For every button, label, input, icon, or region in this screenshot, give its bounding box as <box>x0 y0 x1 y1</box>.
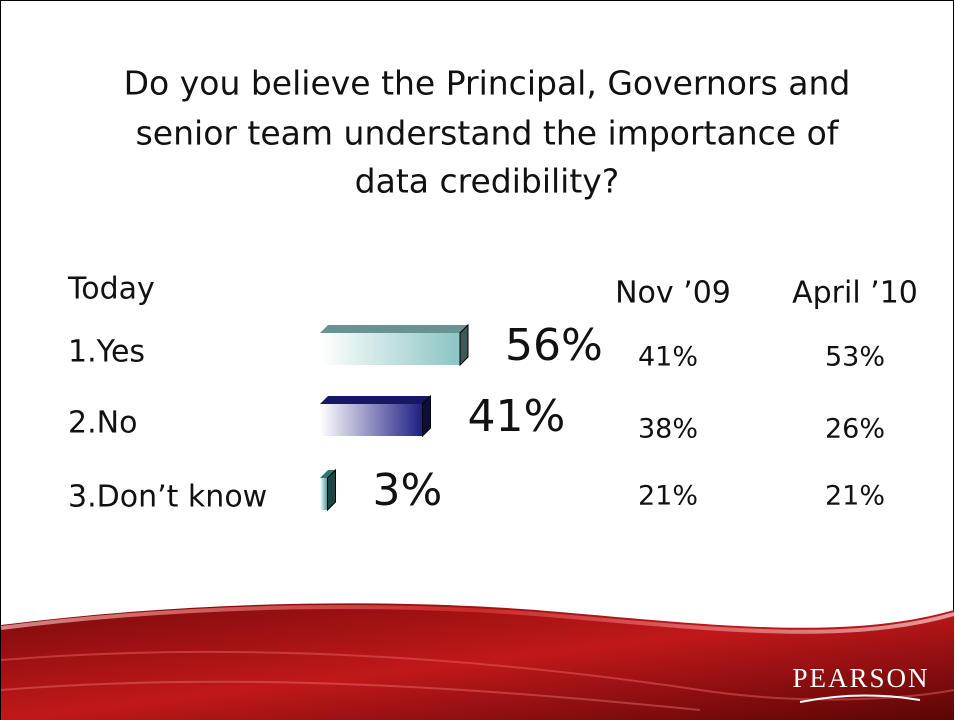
bar <box>320 333 460 365</box>
series-heading: April ’10 <box>792 276 918 311</box>
bar <box>320 478 328 510</box>
column-value: 53% <box>825 342 885 373</box>
column-value: 21% <box>825 481 885 512</box>
chart-title: senior team understand the importance of <box>136 114 840 153</box>
column-value: 41% <box>638 342 698 373</box>
chart-title: Do you believe the Principal, Governors … <box>124 64 851 103</box>
series-heading: Today <box>67 272 155 307</box>
column-value: 26% <box>825 414 885 445</box>
value-label: 56% <box>505 320 603 371</box>
chart-title: data credibility? <box>355 162 620 201</box>
bar-top <box>320 396 431 404</box>
column-value: 21% <box>638 481 698 512</box>
footer-swoosh <box>0 603 955 720</box>
bar-top <box>320 325 468 333</box>
bar-side <box>327 468 336 512</box>
category-label: 3.Don’t know <box>68 480 267 515</box>
logo: PEARSON <box>792 663 929 693</box>
category-label: 2.No <box>68 406 137 441</box>
column-value: 38% <box>638 414 698 445</box>
bar <box>320 404 423 436</box>
category-label: 1.Yes <box>68 335 145 370</box>
bar-side <box>422 394 431 438</box>
series-heading: Nov ’09 <box>615 276 731 311</box>
value-label: 41% <box>468 391 566 442</box>
bar-side <box>459 323 469 367</box>
value-label: 3% <box>373 465 443 516</box>
bar-top <box>320 470 336 478</box>
